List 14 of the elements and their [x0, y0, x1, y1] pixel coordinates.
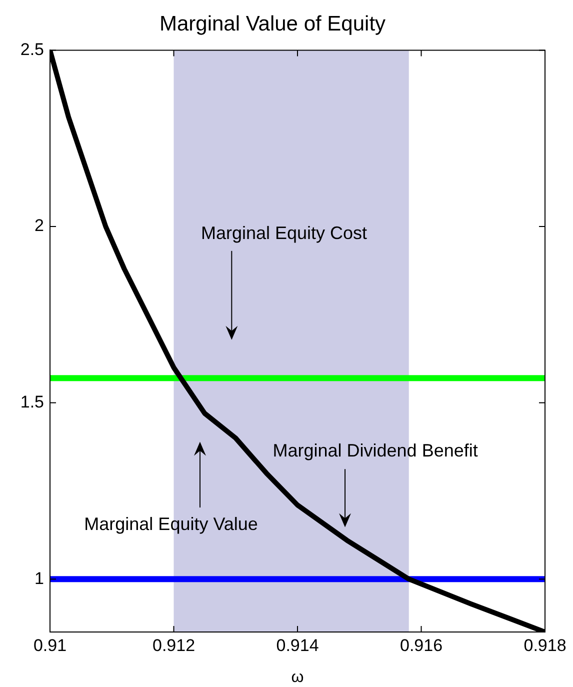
chart-title: Marginal Value of Equity [159, 12, 386, 36]
annotation: Marginal Equity Value [84, 514, 258, 534]
annotation: Marginal Equity Cost [200, 223, 368, 244]
y-tick-label: 1 [34, 568, 44, 588]
y-tick-label: 2.5 [20, 40, 44, 59]
annotation: Marginal Dividend Benefit [272, 440, 478, 461]
x-tick-label: 0.91 [33, 636, 67, 655]
x-tick-label: 0.916 [400, 636, 443, 655]
x-tick-label: 0.918 [524, 636, 566, 655]
y-tick-label: 2 [34, 216, 44, 236]
x-tick-label: 0.914 [276, 636, 319, 655]
x-axis-title: ω [291, 668, 304, 686]
x-tick-label: 0.912 [152, 636, 196, 655]
y-tick-label: 1.5 [20, 392, 44, 412]
